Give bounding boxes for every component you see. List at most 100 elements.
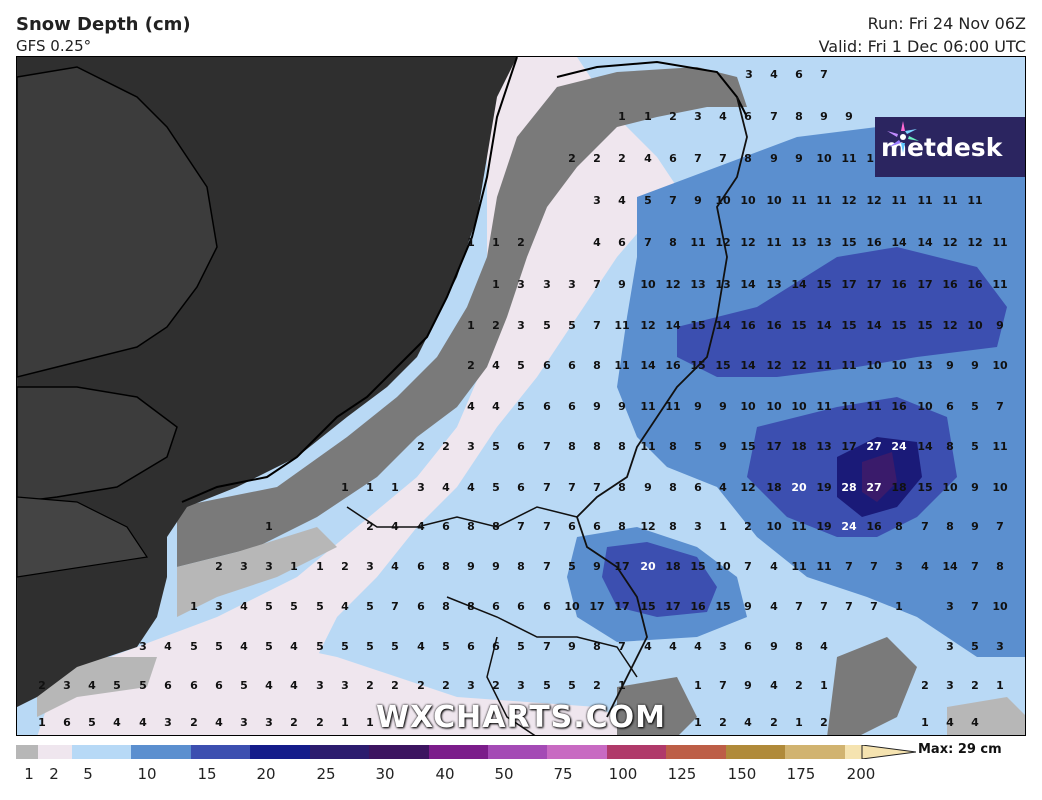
snow-depth-value: 13	[791, 236, 806, 249]
snow-depth-value: 11	[917, 194, 932, 207]
snow-depth-value: 3	[366, 560, 374, 573]
snow-depth-value: 5	[442, 640, 450, 653]
snow-depth-value: 1	[895, 600, 903, 613]
snow-depth-value: 9	[946, 359, 954, 372]
snow-depth-value: 9	[719, 440, 727, 453]
snow-depth-value: 10	[766, 400, 782, 413]
snow-depth-value: 5	[215, 640, 223, 653]
snow-depth-value: 3	[517, 278, 525, 291]
snow-depth-value: 24	[891, 440, 907, 453]
colorbar-segment	[666, 745, 726, 759]
snow-depth-value: 1	[290, 560, 298, 573]
colorbar-segment	[369, 745, 429, 759]
snow-depth-value: 2	[618, 152, 626, 165]
snow-depth-value: 8	[492, 520, 500, 533]
snow-depth-value: 24	[841, 520, 857, 533]
colorbar-tick-label: 175	[786, 765, 816, 783]
snow-depth-value: 15	[740, 440, 755, 453]
wxcharts-watermark: WXCHARTS.COM	[375, 700, 667, 735]
snow-depth-value: 5	[492, 440, 500, 453]
max-label: Max: 29 cm	[918, 742, 1002, 757]
snow-depth-value: 17	[665, 600, 680, 613]
colorbar-segment	[191, 745, 250, 759]
snow-depth-value: 12	[640, 319, 655, 332]
snow-depth-value: 6	[517, 440, 525, 453]
colorbar-segment	[547, 745, 607, 759]
colorbar-segment	[131, 745, 191, 759]
snow-depth-value: 3	[215, 600, 223, 613]
snow-depth-value: 20	[640, 560, 656, 573]
snow-depth-value: 4	[618, 194, 626, 207]
snow-depth-value: 7	[543, 560, 551, 573]
snow-depth-value: 1	[694, 716, 702, 729]
snow-depth-value: 7	[694, 152, 702, 165]
snow-depth-value: 12	[967, 236, 982, 249]
snow-depth-value: 5	[543, 679, 551, 692]
snow-depth-value: 4	[770, 600, 778, 613]
snow-depth-value: 15	[690, 319, 705, 332]
colorbar-tick-label: 40	[435, 765, 455, 783]
snow-depth-value: 6	[492, 640, 500, 653]
snow-depth-value: 2	[341, 560, 349, 573]
snow-depth-value: 10	[816, 152, 832, 165]
snow-depth-value: 6	[190, 679, 198, 692]
colorbar-tick-label: 50	[494, 765, 514, 783]
snow-depth-value: 1	[921, 716, 929, 729]
run-time: Run: Fri 24 Nov 06Z	[867, 14, 1026, 33]
snow-depth-value: 4	[88, 679, 96, 692]
snow-depth-value: 3	[139, 640, 147, 653]
snow-depth-value: 28	[841, 481, 856, 494]
snow-depth-value: 6	[694, 481, 702, 494]
snow-depth-value: 12	[942, 319, 957, 332]
snow-depth-value: 6	[215, 679, 223, 692]
snow-depth-value: 1	[618, 679, 626, 692]
snow-depth-value: 8	[568, 440, 576, 453]
snow-depth-value: 9	[996, 319, 1004, 332]
snow-depth-value: 8	[467, 600, 475, 613]
snow-depth-value: 6	[568, 359, 576, 372]
snow-depth-value: 5	[290, 600, 298, 613]
snow-depth-value: 1	[694, 679, 702, 692]
snow-depth-value: 16	[866, 520, 882, 533]
snow-depth-value: 3	[63, 679, 71, 692]
snow-depth-value: 15	[690, 560, 705, 573]
snow-depth-value: 4	[391, 520, 399, 533]
snow-depth-value: 3	[543, 278, 551, 291]
snow-depth-value: 10	[967, 319, 983, 332]
snow-depth-value: 2	[795, 679, 803, 692]
snow-depth-value: 11	[992, 278, 1007, 291]
snow-depth-value: 15	[690, 359, 705, 372]
snow-depth-value: 5	[694, 440, 702, 453]
snow-depth-value: 5	[517, 400, 525, 413]
snow-depth-value: 7	[996, 520, 1004, 533]
snow-depth-value: 5	[644, 194, 652, 207]
snow-depth-value: 12	[715, 236, 730, 249]
snow-depth-value: 7	[543, 440, 551, 453]
snow-depth-value: 14	[866, 319, 882, 332]
snow-depth-value: 14	[917, 236, 933, 249]
snow-depth-value: 3	[467, 679, 475, 692]
snow-depth-value: 11	[640, 400, 655, 413]
snow-depth-value: 10	[715, 560, 731, 573]
snow-depth-value: 7	[870, 600, 878, 613]
snow-depth-value: 5	[971, 640, 979, 653]
snow-depth-value: 15	[715, 359, 730, 372]
snow-depth-value: 5	[517, 640, 525, 653]
snow-depth-value: 1	[316, 560, 324, 573]
snow-depth-value: 11	[614, 359, 629, 372]
snow-depth-value: 7	[568, 481, 576, 494]
snow-depth-value: 12	[640, 520, 655, 533]
snow-depth-value: 11	[816, 400, 831, 413]
snow-depth-value: 3	[694, 110, 702, 123]
snow-depth-value: 19	[816, 520, 831, 533]
colorbar-segment	[310, 745, 369, 759]
snow-depth-value: 9	[593, 400, 601, 413]
snow-depth-value: 2	[442, 440, 450, 453]
colorbar-tick-label: 10	[137, 765, 157, 783]
colorbar-tick-label: 125	[667, 765, 697, 783]
snow-depth-value: 2	[190, 716, 198, 729]
snow-depth-value: 17	[841, 278, 856, 291]
snow-depth-value: 16	[766, 319, 782, 332]
snow-depth-value: 6	[467, 640, 475, 653]
snow-depth-value: 19	[816, 481, 831, 494]
